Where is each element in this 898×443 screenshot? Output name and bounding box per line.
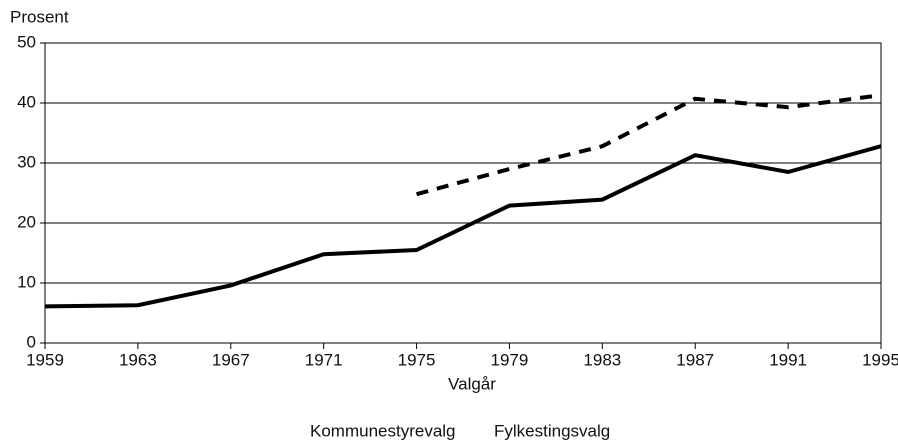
x-axis-label: Valgår [448, 374, 496, 393]
plot-frame [44, 42, 882, 344]
x-tick-label: 1995 [862, 350, 898, 369]
x-tick-label: 1975 [398, 350, 436, 369]
legend-entry: Fylkestingsvalg [494, 421, 610, 440]
x-tick-label: 1971 [305, 350, 343, 369]
series-line [416, 93, 882, 197]
x-tick-label: 1967 [212, 350, 250, 369]
y-tick-label: 0 [27, 332, 36, 351]
y-axis-label: Prosent [10, 7, 69, 26]
legend-entry: Kommunestyrevalg [310, 421, 456, 440]
x-tick-label: 1987 [676, 350, 714, 369]
x-tick-label: 1979 [491, 350, 529, 369]
series-line [44, 144, 882, 309]
x-tick-label: 1963 [119, 350, 157, 369]
y-tick-label: 20 [17, 212, 36, 231]
x-tick-label: 1991 [769, 350, 807, 369]
y-tick-label: 50 [17, 32, 36, 51]
x-tick-label: 1959 [26, 350, 64, 369]
y-tick-label: 40 [17, 92, 36, 111]
x-tick-label: 1983 [583, 350, 621, 369]
y-tick-label: 10 [17, 272, 36, 291]
y-tick-label: 30 [17, 152, 36, 171]
